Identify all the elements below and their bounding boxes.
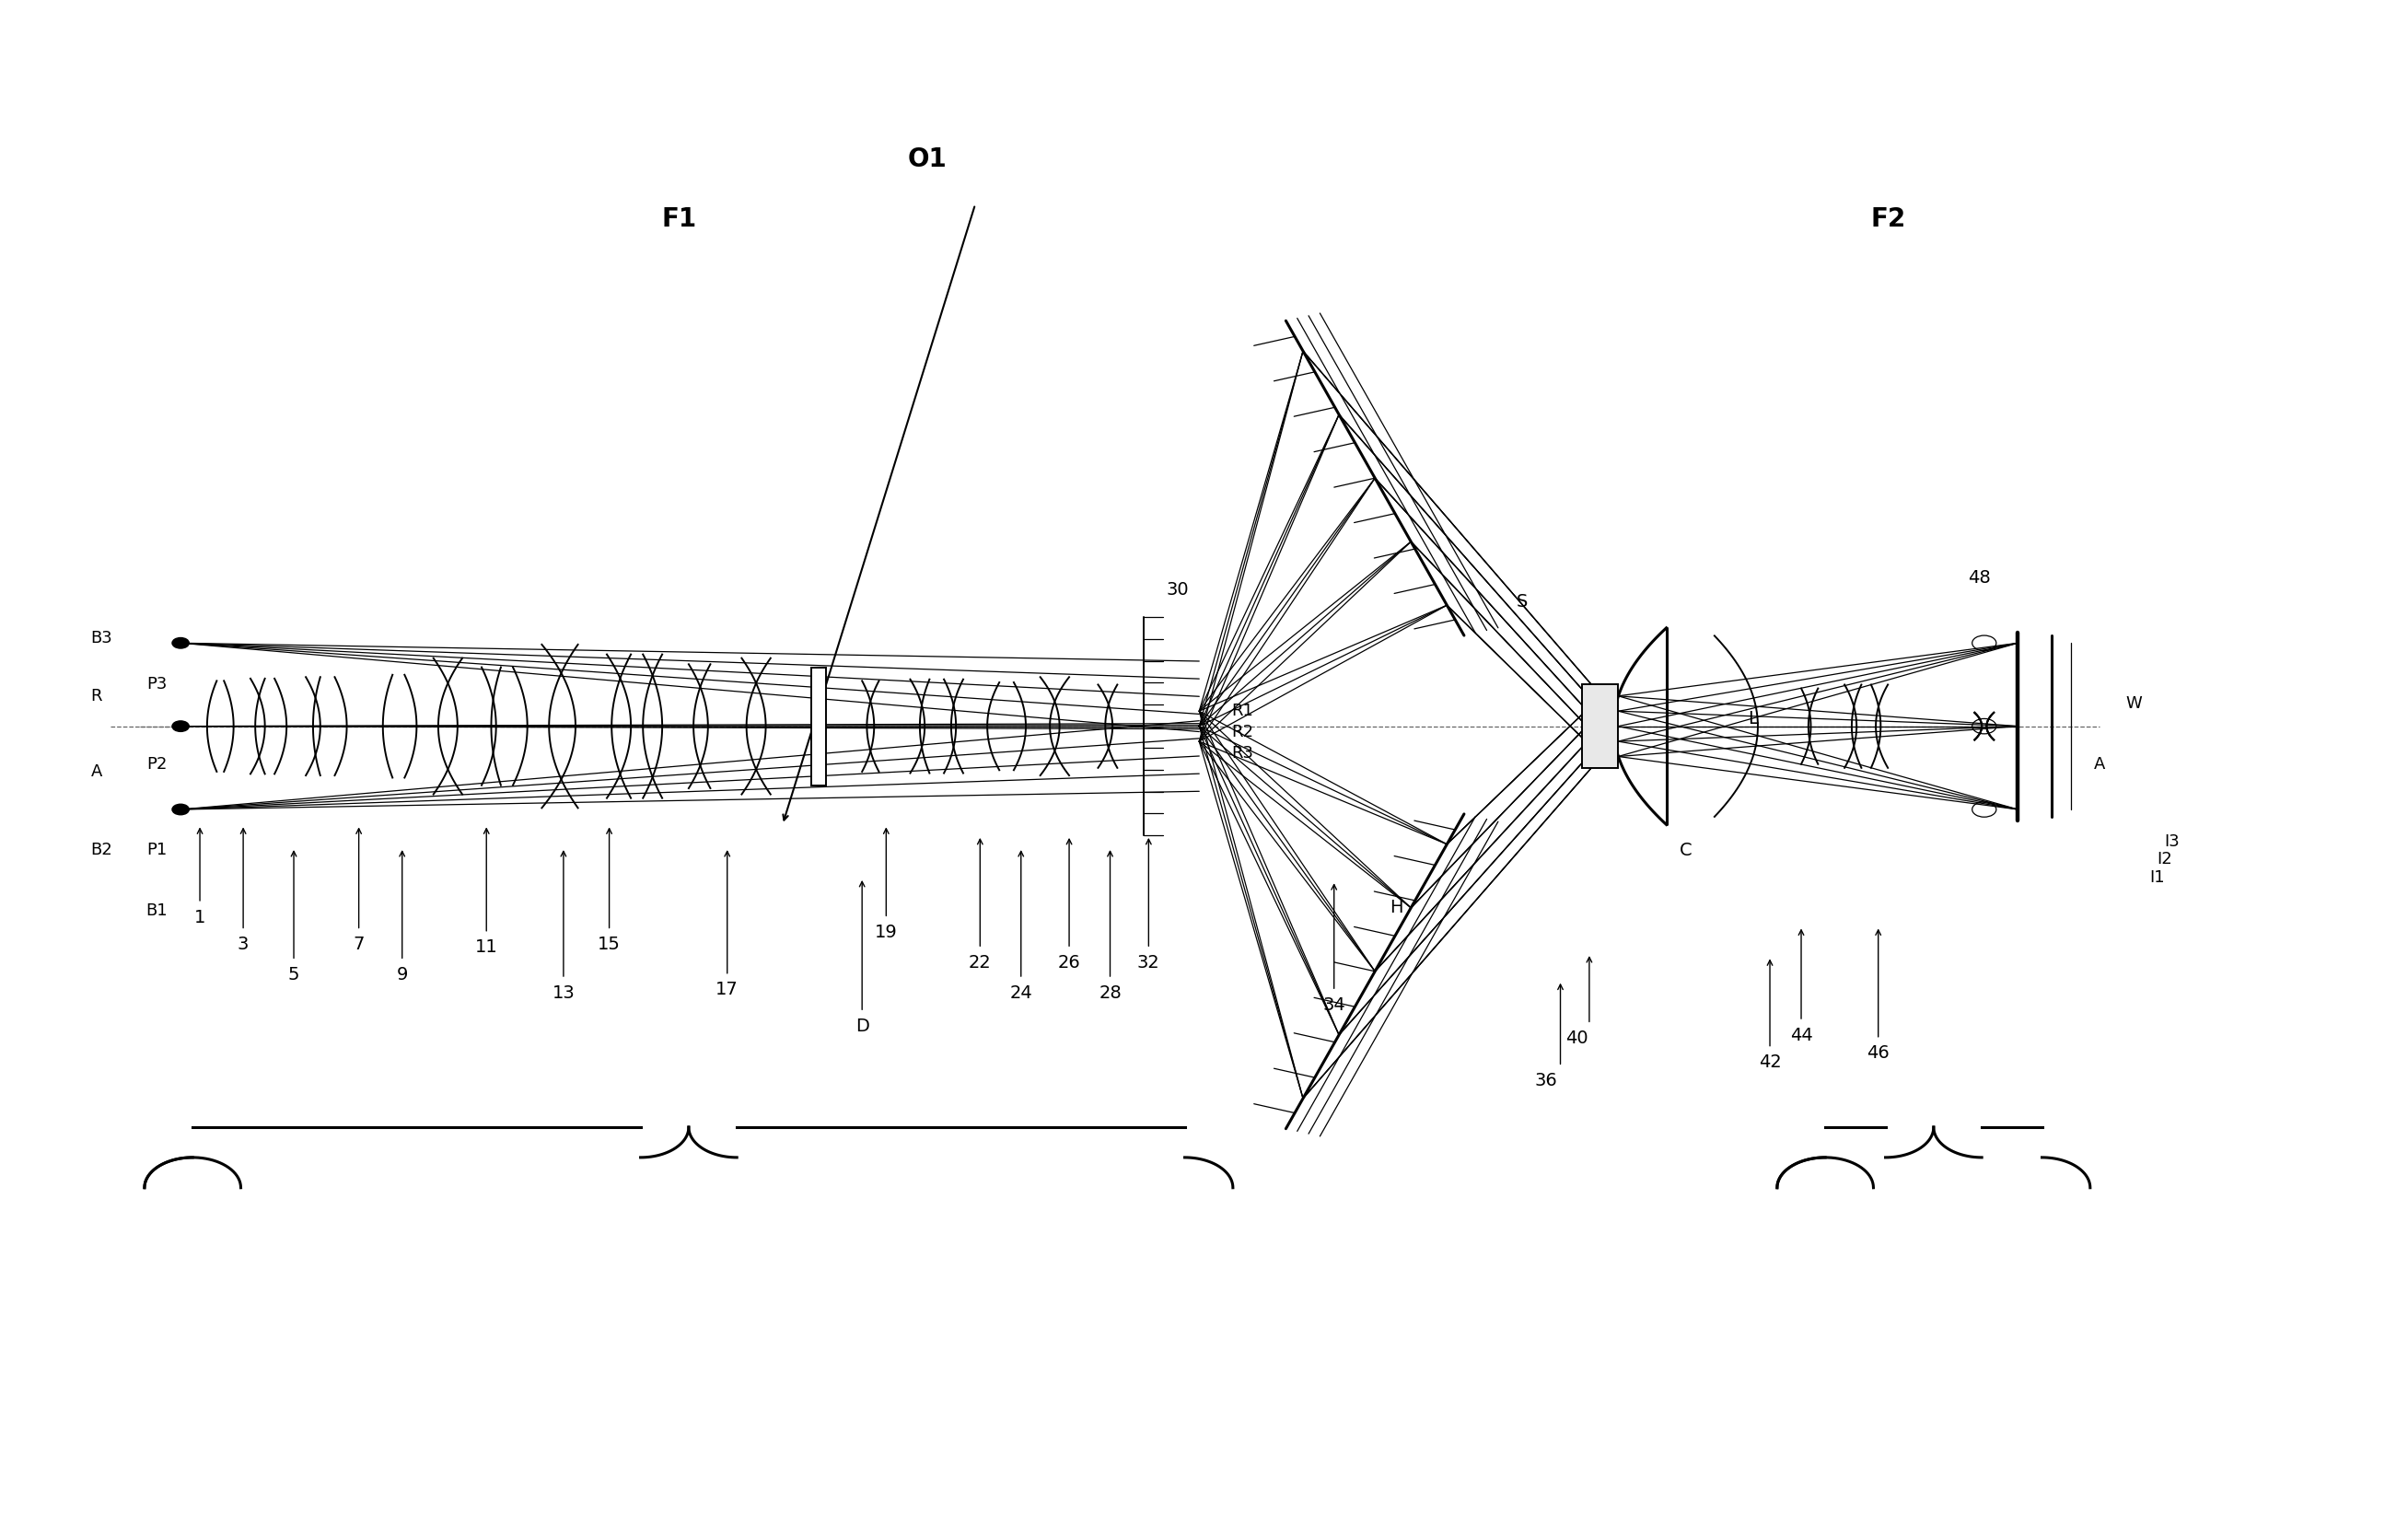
Text: 28: 28 <box>1098 983 1122 1002</box>
Text: 46: 46 <box>1866 1044 1890 1062</box>
Text: 40: 40 <box>1565 1029 1589 1047</box>
Circle shape <box>173 722 188 731</box>
Text: C: C <box>1678 841 1693 859</box>
Text: 44: 44 <box>1789 1026 1813 1044</box>
Text: 15: 15 <box>597 935 621 953</box>
Circle shape <box>173 805 188 814</box>
Text: 48: 48 <box>1967 569 1991 587</box>
Text: 19: 19 <box>874 923 898 941</box>
Text: 17: 17 <box>715 980 739 999</box>
Text: 34: 34 <box>1322 996 1346 1014</box>
Text: O1: O1 <box>908 145 946 172</box>
Text: 1: 1 <box>195 908 205 926</box>
Text: 7: 7 <box>354 935 364 953</box>
Text: 24: 24 <box>1009 983 1033 1002</box>
Text: A: A <box>2095 756 2105 772</box>
Bar <box>1582 684 1618 769</box>
Circle shape <box>173 638 188 649</box>
Text: 42: 42 <box>1758 1053 1782 1071</box>
Text: I3: I3 <box>2165 834 2179 849</box>
Text: R: R <box>92 688 101 704</box>
Text: F1: F1 <box>662 206 696 233</box>
Text: 9: 9 <box>397 965 407 983</box>
Text: 30: 30 <box>1165 581 1190 599</box>
Bar <box>811 667 826 785</box>
Text: I1: I1 <box>2150 870 2165 885</box>
Text: P2: P2 <box>147 756 166 772</box>
Text: 26: 26 <box>1057 953 1081 971</box>
Text: 3: 3 <box>238 935 248 953</box>
Text: H: H <box>1389 899 1404 917</box>
Text: R3: R3 <box>1230 746 1255 761</box>
Text: 13: 13 <box>551 983 576 1002</box>
Text: A: A <box>92 764 101 779</box>
Text: 36: 36 <box>1534 1071 1558 1089</box>
Text: L: L <box>1748 710 1758 728</box>
Text: R2: R2 <box>1230 725 1255 740</box>
Text: I2: I2 <box>2158 852 2172 867</box>
Text: B1: B1 <box>144 903 169 918</box>
Text: R1: R1 <box>1230 704 1255 719</box>
Text: W: W <box>2126 696 2141 711</box>
Text: B2: B2 <box>89 843 113 858</box>
Text: D: D <box>855 1017 869 1035</box>
Text: 32: 32 <box>1137 953 1161 971</box>
Text: B3: B3 <box>89 631 113 646</box>
Text: P3: P3 <box>147 676 166 691</box>
Text: 11: 11 <box>474 938 498 956</box>
Text: P1: P1 <box>147 843 166 858</box>
Text: 22: 22 <box>968 953 992 971</box>
Text: 5: 5 <box>289 965 299 983</box>
Text: F2: F2 <box>1871 206 1905 233</box>
Text: S: S <box>1517 593 1527 611</box>
